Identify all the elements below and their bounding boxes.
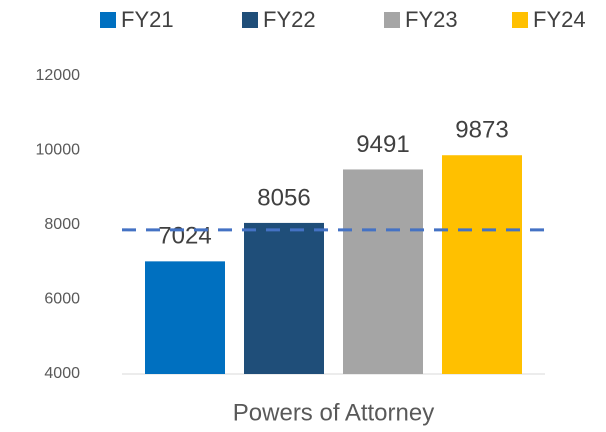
legend-swatch (512, 12, 528, 28)
x-tick-label: Powers of Attorney (233, 399, 434, 426)
bar (145, 261, 225, 374)
bar (244, 222, 324, 374)
y-tick-label: 4000 (44, 365, 80, 382)
y-tick-label: 6000 (44, 291, 80, 308)
bar (442, 155, 522, 374)
legend-label: FY21 (121, 7, 174, 32)
y-tick-label: 10000 (36, 142, 81, 159)
legend-swatch (242, 12, 258, 28)
legend-label: FY22 (263, 7, 316, 32)
data-label: 9873 (455, 117, 508, 144)
legend-swatch (100, 12, 116, 28)
legend-swatch (384, 12, 400, 28)
bar (343, 169, 423, 374)
legend-label: FY23 (405, 7, 458, 32)
legend-label: FY24 (533, 7, 586, 32)
y-tick-label: 8000 (44, 216, 80, 233)
data-label: 9491 (356, 131, 409, 158)
data-label: 7024 (158, 223, 211, 250)
y-tick-label: 12000 (36, 67, 81, 84)
data-label: 8056 (257, 184, 310, 211)
